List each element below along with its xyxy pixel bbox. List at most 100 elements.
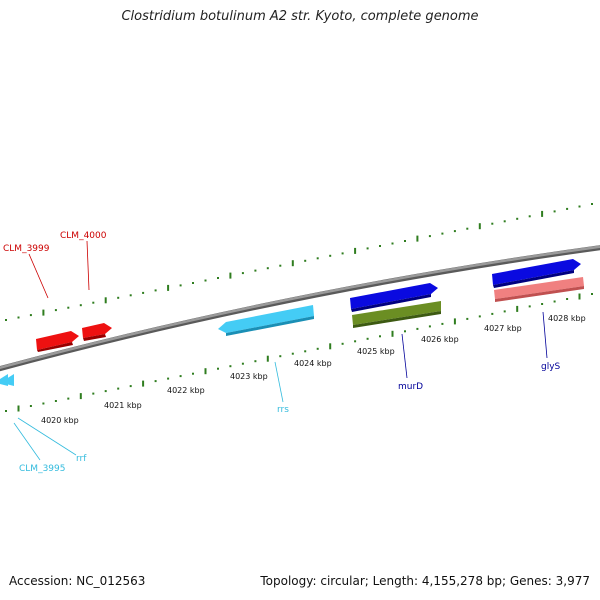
minor-tick — [154, 380, 157, 383]
gene-murD[interactable] — [352, 301, 441, 328]
major-tick — [578, 293, 581, 300]
minor-tick — [154, 289, 157, 292]
gene-leader-lines — [13, 240, 548, 461]
minor-tick — [254, 360, 257, 363]
major-tick — [416, 235, 419, 242]
scale-label: 4023 kbp — [230, 372, 268, 381]
gene-label-CLM_4000[interactable]: CLM_4000 — [60, 231, 107, 241]
minor-tick — [528, 215, 531, 218]
scale-label: 4020 kbp — [41, 416, 79, 425]
gene-glyS[interactable] — [494, 277, 584, 302]
minor-tick — [316, 347, 319, 350]
gene-CLM_4000[interactable] — [82, 323, 112, 341]
minor-tick — [67, 397, 70, 400]
scale-label: 4021 kbp — [104, 401, 142, 410]
minor-tick — [129, 385, 132, 388]
minor-tick — [29, 314, 32, 317]
scale-label: 4028 kbp — [548, 314, 586, 323]
minor-tick — [578, 205, 581, 208]
gene-CLM_3999[interactable] — [36, 331, 79, 352]
accession-text: Accession: NC_012563 — [9, 574, 146, 588]
major-tick — [167, 284, 170, 291]
gene-label-rrs[interactable]: rrs — [277, 405, 289, 415]
scale-label: 4024 kbp — [294, 359, 332, 368]
minor-tick — [304, 350, 307, 353]
scale-label: 4027 kbp — [484, 324, 522, 333]
minor-tick — [266, 267, 269, 270]
minor-tick — [254, 269, 257, 272]
minor-tick — [229, 365, 232, 368]
gene-murD-upper[interactable] — [350, 283, 438, 312]
genome-backbone — [0, 245, 600, 372]
gene-rrs[interactable] — [218, 305, 314, 336]
minor-tick — [428, 325, 431, 328]
major-tick — [142, 380, 145, 387]
minor-tick — [279, 355, 282, 358]
minor-tick — [279, 264, 282, 267]
minor-tick — [516, 217, 519, 220]
minor-tick — [167, 377, 170, 380]
major-tick — [329, 343, 332, 350]
scale-labels: 4020 kbp 4021 kbp 4022 kbp 4023 kbp 4024… — [41, 314, 586, 425]
gene-label-rrf[interactable]: rrf — [76, 454, 87, 464]
minor-tick — [366, 337, 369, 340]
minor-tick — [566, 298, 569, 300]
genome-summary-text: Topology: circular; Length: 4,155,278 bp… — [260, 574, 590, 588]
genome-title: Clostridium botulinum A2 str. Kyoto, com… — [121, 9, 479, 24]
gene-glyS-upper[interactable] — [492, 259, 581, 288]
gene-label-murD[interactable]: murD — [398, 382, 423, 392]
gene-rrf[interactable] — [0, 374, 14, 386]
minor-tick — [466, 317, 469, 320]
minor-tick — [54, 309, 57, 312]
major-tick — [516, 305, 519, 312]
minor-tick — [341, 252, 344, 255]
minor-tick — [379, 245, 381, 247]
minor-tick — [416, 327, 419, 330]
minor-tick — [541, 303, 544, 305]
minor-tick — [129, 294, 132, 297]
minor-tick — [428, 235, 431, 238]
major-tick — [354, 247, 357, 254]
major-tick — [42, 309, 45, 316]
scale-label: 4025 kbp — [357, 347, 395, 356]
major-tick — [204, 368, 207, 375]
minor-tick — [553, 300, 556, 303]
major-tick — [266, 355, 269, 362]
minor-tick — [5, 319, 7, 321]
minor-tick — [217, 277, 219, 279]
minor-tick — [441, 322, 444, 325]
major-tick — [17, 405, 20, 412]
gene-label-CLM_3995[interactable]: CLM_3995 — [19, 464, 65, 474]
major-tick — [453, 318, 456, 325]
minor-tick — [391, 242, 394, 245]
minor-tick — [117, 387, 120, 390]
minor-tick — [491, 222, 494, 225]
minor-tick — [354, 340, 357, 343]
gene-label-CLM_3999[interactable]: CLM_3999 — [3, 244, 50, 254]
minor-tick — [241, 272, 244, 275]
minor-tick — [217, 367, 219, 370]
minor-tick — [503, 220, 506, 223]
minor-tick — [341, 342, 344, 345]
major-tick — [541, 210, 544, 217]
minor-tick — [379, 335, 381, 338]
major-tick — [478, 223, 481, 230]
minor-tick — [92, 301, 95, 304]
minor-tick — [204, 279, 207, 282]
minor-tick — [54, 400, 57, 402]
minor-tick — [329, 254, 332, 257]
minor-tick — [566, 207, 569, 210]
minor-tick — [29, 405, 32, 407]
upper-tick-track — [5, 203, 593, 321]
lower-tick-track — [5, 293, 593, 412]
minor-tick — [553, 210, 556, 213]
major-tick — [391, 330, 394, 337]
minor-tick — [466, 227, 469, 230]
gene-label-glyS[interactable]: glyS — [541, 362, 561, 372]
minor-tick — [441, 232, 444, 235]
minor-tick — [304, 259, 307, 262]
major-tick — [79, 393, 82, 400]
minor-tick — [179, 284, 182, 287]
minor-tick — [528, 305, 531, 308]
